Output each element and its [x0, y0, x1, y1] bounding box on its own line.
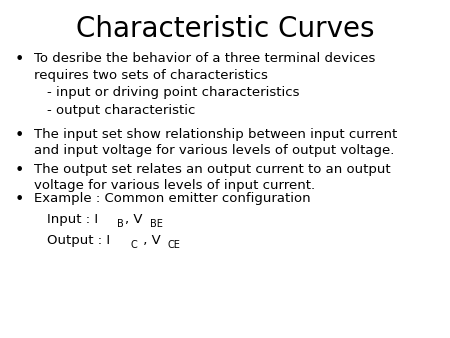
Text: •: • — [14, 52, 24, 67]
Text: BE: BE — [150, 219, 163, 229]
Text: B: B — [117, 219, 124, 229]
Text: The output set relates an output current to an output
voltage for various levels: The output set relates an output current… — [34, 163, 391, 192]
Text: - output characteristic: - output characteristic — [47, 104, 196, 117]
Text: , V: , V — [125, 213, 143, 226]
Text: Input : I: Input : I — [47, 213, 99, 226]
Text: •: • — [14, 192, 24, 207]
Text: •: • — [14, 163, 24, 177]
Text: Characteristic Curves: Characteristic Curves — [76, 15, 374, 43]
Text: Example : Common emitter configuration: Example : Common emitter configuration — [34, 192, 310, 205]
Text: To desribe the behavior of a three terminal devices
requires two sets of charact: To desribe the behavior of a three termi… — [34, 52, 375, 82]
Text: The input set show relationship between input current
and input voltage for vari: The input set show relationship between … — [34, 128, 397, 157]
Text: , V: , V — [139, 234, 161, 247]
Text: CE: CE — [168, 240, 181, 250]
Text: Output : I: Output : I — [47, 234, 110, 247]
Text: C: C — [131, 240, 138, 250]
Text: - input or driving point characteristics: - input or driving point characteristics — [47, 86, 300, 99]
Text: •: • — [14, 128, 24, 143]
